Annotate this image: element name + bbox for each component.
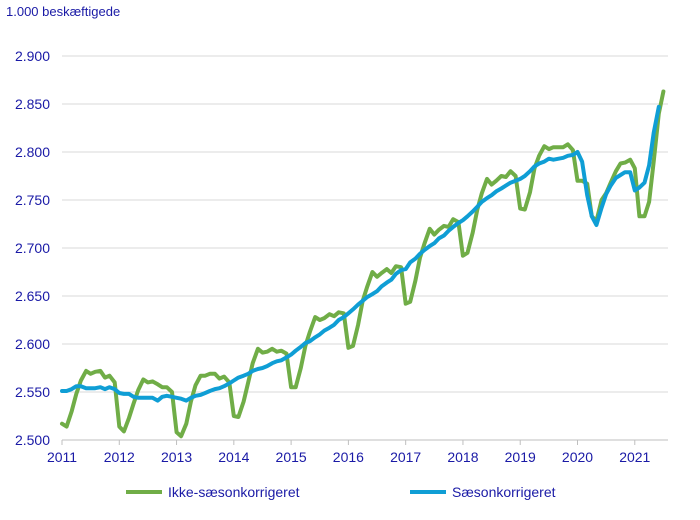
y-tick-label: 2.500 (15, 432, 50, 448)
x-tick-label: 2016 (333, 449, 364, 465)
x-tick-label: 2021 (619, 449, 650, 465)
x-tick-label: 2017 (390, 449, 421, 465)
x-tick-label: 2014 (218, 449, 249, 465)
x-tick-labels: 2011 2012 2013 2014 2015 2016 2017 2018 2019 2020… (47, 449, 651, 465)
x-tick-label: 2015 (276, 449, 307, 465)
legend-swatch-blue (410, 490, 446, 494)
y-tick-label: 2.800 (15, 144, 50, 160)
legend-label: Ikke-sæsonkorrigeret (168, 484, 300, 500)
legend-swatch-green (126, 490, 162, 494)
y-tick-label: 2.650 (15, 288, 50, 304)
y-tick-label: 2.550 (15, 384, 50, 400)
series-line-saesonkorrigeret (60, 104, 661, 403)
x-tick-label: 2020 (562, 449, 593, 465)
x-tick-label: 2019 (505, 449, 536, 465)
y-axis-unit-label: 1.000 beskæftigede (6, 4, 121, 19)
y-tick-label: 2.850 (15, 96, 50, 112)
legend-label: Sæsonkorrigeret (452, 484, 556, 500)
series-line-ikke-saesonkorrigeret (60, 89, 666, 439)
x-tick-label: 2011 (47, 449, 77, 465)
x-tick-label: 2012 (104, 449, 135, 465)
y-tick-label: 2.700 (15, 240, 50, 256)
y-tick-label: 2.600 (15, 336, 50, 352)
gridlines (61, 55, 668, 445)
x-tick-label: 2013 (161, 449, 192, 465)
y-tick-labels: 2.500 2.550 2.600 2.650 2.700 2.750 2.800 2.850… (15, 48, 50, 448)
y-tick-label: 2.750 (15, 192, 50, 208)
y-tick-label: 2.900 (15, 48, 50, 64)
legend-item-saesonkorrigeret: Sæsonkorrigeret (410, 484, 556, 500)
legend-item-ikke-saesonkorrigeret: Ikke-sæsonkorrigeret (126, 484, 300, 500)
series-lines (60, 89, 666, 439)
x-tick-label: 2018 (447, 449, 478, 465)
